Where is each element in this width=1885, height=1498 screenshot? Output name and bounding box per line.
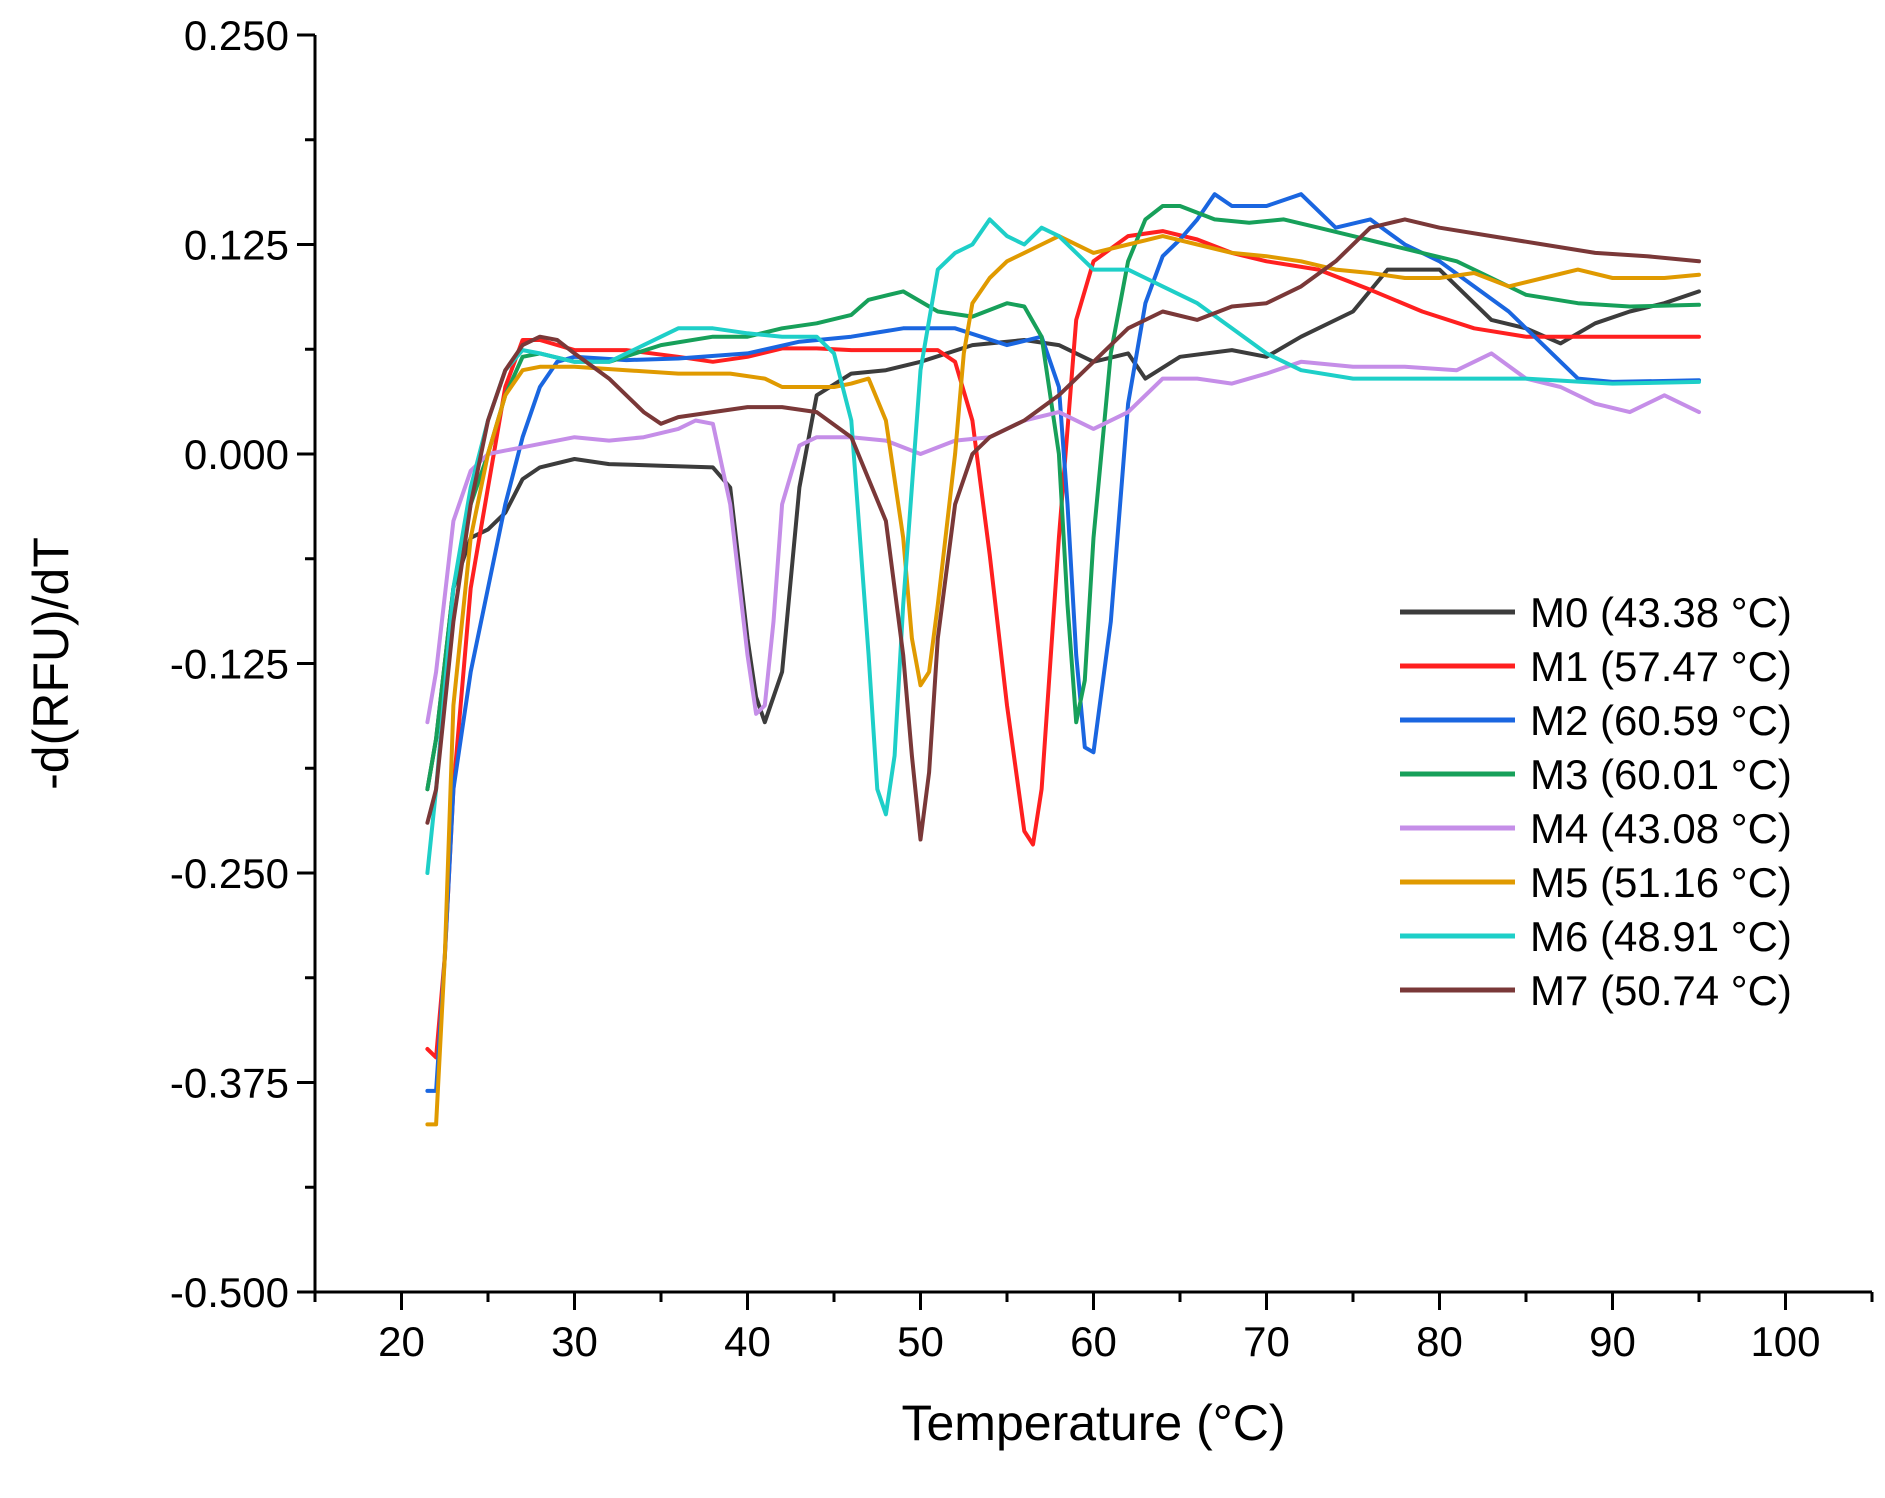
x-tick-label: 80 — [1416, 1318, 1463, 1365]
legend-item: M0 (43.38 °C) — [1400, 589, 1792, 636]
legend-label: M1 (57.47 °C) — [1530, 643, 1792, 690]
legend-item: M3 (60.01 °C) — [1400, 751, 1792, 798]
y-tick-label: 0.000 — [184, 431, 289, 478]
legend-label: M4 (43.08 °C) — [1530, 805, 1792, 852]
legend-item: M4 (43.08 °C) — [1400, 805, 1792, 852]
legend-label: M3 (60.01 °C) — [1530, 751, 1792, 798]
x-axis-title: Temperature (°C) — [902, 1395, 1286, 1451]
y-tick-label: 0.250 — [184, 12, 289, 59]
x-tick-label: 50 — [897, 1318, 944, 1365]
legend-label: M5 (51.16 °C) — [1530, 859, 1792, 906]
x-tick-label: 90 — [1589, 1318, 1636, 1365]
x-axis: 20 30 40 50 60 70 80 90 100 — [313, 1290, 1874, 1365]
legend-item: M1 (57.47 °C) — [1400, 643, 1792, 690]
series-line-m4 — [425, 351, 1701, 725]
y-tick-label: -0.125 — [170, 641, 289, 688]
series-line-m2 — [425, 192, 1701, 1093]
legend-item: M6 (48.91 °C) — [1400, 913, 1792, 960]
y-tick-label: -0.375 — [170, 1060, 289, 1107]
series-line-m3 — [425, 204, 1701, 792]
x-tick-label: 40 — [724, 1318, 771, 1365]
x-tick-label: 30 — [551, 1318, 598, 1365]
legend-item: M7 (50.74 °C) — [1400, 967, 1792, 1014]
x-tick-label: 100 — [1750, 1318, 1820, 1365]
series-line-m5 — [425, 234, 1701, 1127]
legend-label: M6 (48.91 °C) — [1530, 913, 1792, 960]
legend-label: M2 (60.59 °C) — [1530, 697, 1792, 744]
y-tick-label: -0.500 — [170, 1269, 289, 1316]
x-tick-label: 60 — [1070, 1318, 1117, 1365]
series-line-m7 — [425, 217, 1701, 842]
series-line-m1 — [425, 229, 1701, 1060]
y-axis-title: -d(RFU)/dT — [23, 537, 79, 790]
legend-item: M2 (60.59 °C) — [1400, 697, 1792, 744]
x-tick-label: 70 — [1243, 1318, 1290, 1365]
series-line-m6 — [425, 217, 1701, 875]
legend-label: M7 (50.74 °C) — [1530, 967, 1792, 1014]
plot-area — [425, 192, 1701, 1127]
x-tick-label: 20 — [378, 1318, 425, 1365]
legend: M0 (43.38 °C) M1 (57.47 °C) M2 (60.59 °C) M… — [1400, 589, 1792, 1014]
y-tick-label: -0.250 — [170, 850, 289, 897]
legend-label: M0 (43.38 °C) — [1530, 589, 1792, 636]
legend-item: M5 (51.16 °C) — [1400, 859, 1792, 906]
y-axis: 0.250 0.125 0.000 -0.125 -0.250 -0.375 -0.500 — [170, 12, 317, 1316]
y-tick-label: 0.125 — [184, 222, 289, 269]
